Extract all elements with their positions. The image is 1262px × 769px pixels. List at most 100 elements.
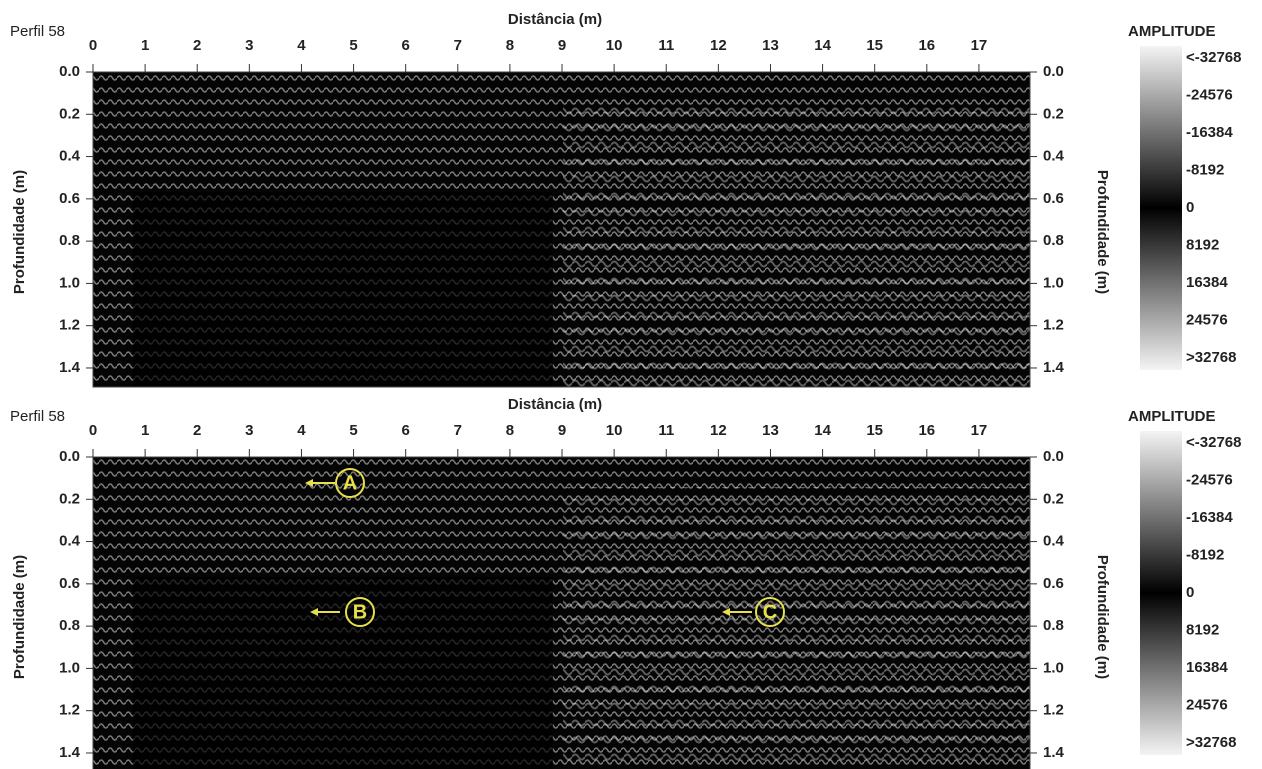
colorbar-tick-label: 8192 [1186, 621, 1219, 638]
y-tick-label: 1.0 [59, 274, 80, 291]
annotation-label: A [343, 472, 357, 494]
plot-frame [92, 71, 1031, 388]
x-tick-label: 1 [141, 422, 149, 439]
x-tick-label: 17 [971, 37, 988, 54]
panel: Perfil 58 Distância (m) Profundidade (m) Pr… [10, 11, 1241, 388]
colorbar [1140, 431, 1182, 755]
colorbar-tick-label: -16384 [1186, 124, 1233, 141]
colorbar-tick-label: 24576 [1186, 311, 1228, 328]
x-tick-label: 4 [297, 37, 306, 54]
y-axis-label: Profundidade (m) [11, 170, 28, 294]
x-tick-label: 4 [297, 422, 306, 439]
y-tick-label: 0.4 [59, 533, 81, 550]
colorbar-tick-label: 24576 [1186, 696, 1228, 713]
annotation-arrowhead [305, 479, 313, 487]
x-tick-label: 13 [762, 37, 779, 54]
x-tick-label: 0 [89, 37, 97, 54]
y-tick-label: 1.0 [59, 659, 80, 676]
y2-tick-label: 1.4 [1043, 359, 1065, 376]
x-tick-label: 16 [918, 37, 935, 54]
colorbar-tick-label: 0 [1186, 199, 1194, 216]
y-axis-label: Profundidade (m) [11, 555, 28, 679]
colorbar-tick-label: 16384 [1186, 659, 1228, 676]
x-tick-label: 10 [606, 422, 623, 439]
x-tick-label: 6 [402, 37, 410, 54]
x-tick-label: 13 [762, 422, 779, 439]
x-tick-label: 7 [454, 422, 462, 439]
y2-tick-label: 0.6 [1043, 575, 1064, 592]
x-tick-label: 1 [141, 37, 149, 54]
y-tick-label: 1.4 [59, 359, 81, 376]
y2-tick-label: 0.2 [1043, 105, 1064, 122]
x-tick-label: 5 [349, 37, 357, 54]
y2-tick-label: 1.2 [1043, 702, 1064, 719]
y-tick-label: 1.4 [59, 744, 81, 761]
annotation-arrowhead [310, 608, 318, 616]
annotation-label: B [353, 601, 367, 623]
colorbar-tick-label: >32768 [1186, 734, 1236, 751]
x-tick-label: 3 [245, 422, 253, 439]
x-axis-label: Distância (m) [508, 11, 602, 28]
colorbar-tick-label: >32768 [1186, 349, 1236, 366]
colorbar-tick-label: <-32768 [1186, 434, 1241, 451]
x-tick-label: 5 [349, 422, 357, 439]
annotation-circle [755, 597, 785, 627]
panel: Perfil 58 Distância (m) Profundidade (m) Pr… [10, 396, 1241, 769]
x-tick-label: 15 [866, 422, 883, 439]
x-axis-label: Distância (m) [508, 396, 602, 413]
y-tick-label: 1.2 [59, 702, 80, 719]
y2-tick-label: 1.0 [1043, 274, 1064, 291]
y2-axis-label: Profundidade (m) [1094, 170, 1111, 294]
colorbar-tick-label: 8192 [1186, 236, 1219, 253]
y-tick-label: 1.2 [59, 317, 80, 334]
colorbar-tick-label: <-32768 [1186, 49, 1241, 66]
x-tick-label: 2 [193, 422, 201, 439]
radargram-texture [93, 72, 1030, 387]
y2-tick-label: 1.4 [1043, 744, 1065, 761]
x-tick-label: 8 [506, 422, 514, 439]
x-tick-label: 9 [558, 37, 566, 54]
annotation-circle [335, 468, 365, 498]
x-tick-label: 6 [402, 422, 410, 439]
panel-title: Perfil 58 [10, 23, 65, 40]
colorbar-title: AMPLITUDE [1128, 408, 1216, 425]
radargram-texture [93, 457, 1030, 769]
annotation-circle [345, 597, 375, 627]
annotation-label: C [763, 601, 777, 623]
y2-tick-label: 0.2 [1043, 490, 1064, 507]
x-tick-label: 11 [658, 422, 674, 439]
x-tick-label: 2 [193, 37, 201, 54]
y-tick-label: 0.6 [59, 190, 80, 207]
x-tick-label: 8 [506, 37, 514, 54]
annotation-arrowhead [722, 608, 730, 616]
y2-tick-label: 0.6 [1043, 190, 1064, 207]
y2-tick-label: 0.8 [1043, 232, 1064, 249]
panel-title: Perfil 58 [10, 408, 65, 425]
colorbar-title: AMPLITUDE [1128, 23, 1216, 40]
colorbar-tick-label: 0 [1186, 584, 1194, 601]
y-tick-label: 0.2 [59, 105, 80, 122]
plot-frame [92, 456, 1031, 769]
x-tick-label: 9 [558, 422, 566, 439]
y-tick-label: 0.8 [59, 617, 80, 634]
x-tick-label: 12 [710, 422, 727, 439]
y2-tick-label: 0.8 [1043, 617, 1064, 634]
x-tick-label: 15 [866, 37, 883, 54]
y2-tick-label: 0.0 [1043, 448, 1064, 465]
x-tick-label: 12 [710, 37, 727, 54]
dark-left [133, 192, 553, 387]
y2-tick-label: 0.4 [1043, 533, 1065, 550]
x-tick-label: 0 [89, 422, 97, 439]
y2-tick-label: 0.4 [1043, 148, 1065, 165]
x-tick-label: 14 [814, 422, 831, 439]
x-tick-label: 11 [658, 37, 674, 54]
x-tick-label: 14 [814, 37, 831, 54]
y-tick-label: 0.4 [59, 148, 81, 165]
x-tick-label: 10 [606, 37, 623, 54]
y2-tick-label: 0.0 [1043, 63, 1064, 80]
colorbar-tick-label: -8192 [1186, 161, 1224, 178]
y-tick-label: 0.6 [59, 575, 80, 592]
y-tick-label: 0.8 [59, 232, 80, 249]
